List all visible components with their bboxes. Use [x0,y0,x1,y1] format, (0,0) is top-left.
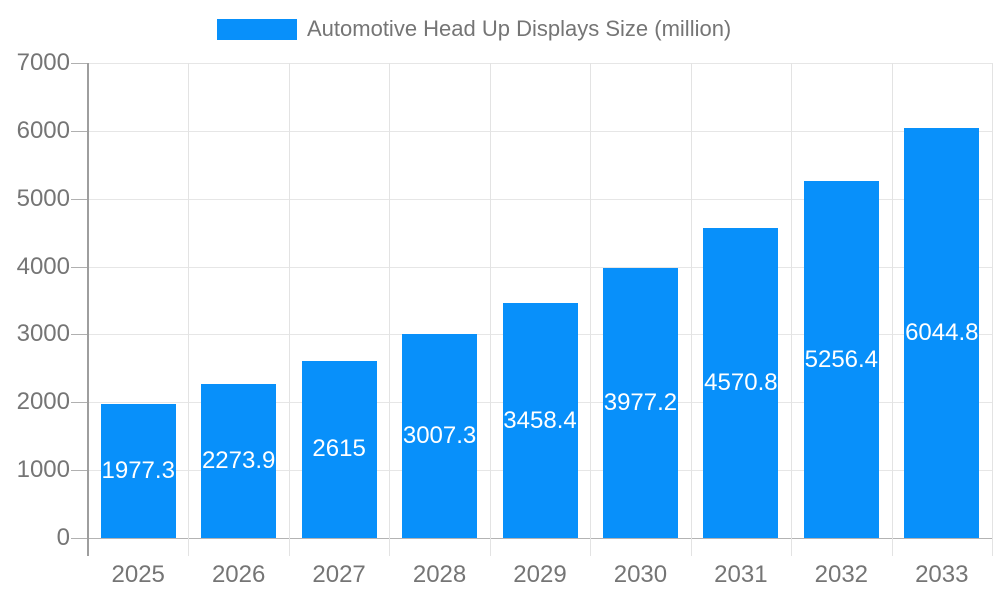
y-axis-tick [71,538,88,539]
x-gridline [590,63,592,556]
bar[interactable] [803,181,879,538]
bar-value-label: 4570.8 [704,368,778,396]
y-axis-label: 0 [56,524,70,551]
y-axis-label: 4000 [16,252,70,280]
x-axis-label: 2027 [312,561,366,588]
x-gridline [288,63,290,556]
bar-value-label: 6044.8 [905,318,979,346]
bar-value-label: 2615 [312,435,366,463]
x-gridline [690,63,692,556]
bar[interactable] [201,383,277,538]
y-axis-tick [71,63,88,64]
bar-value-label: 3458.4 [503,406,577,434]
y-axis-label: 3000 [16,320,70,348]
x-gridline [791,63,793,556]
y-gridline [88,538,992,539]
y-axis-tick [71,266,88,268]
y-axis-tick [71,402,88,404]
bar-value-label: 1977.3 [101,456,175,484]
bar[interactable] [502,303,578,538]
bar[interactable] [100,403,176,538]
bar-value-label: 3977.2 [603,389,678,417]
y-axis-label: 6000 [16,116,70,144]
bar[interactable] [402,333,478,538]
y-axis-label: 7000 [16,49,70,76]
bar[interactable] [602,268,678,538]
bar-value-label: 2273.9 [201,446,276,474]
x-axis-label: 2031 [714,561,768,588]
x-gridline [489,63,491,556]
legend-series-label: Automotive Head Up Displays Size (millio… [307,16,732,41]
bar-value-label: 5256.4 [804,345,879,373]
y-gridline [88,63,992,64]
y-axis-label: 5000 [16,184,70,212]
x-axis-label: 2029 [513,561,567,588]
x-axis-label: 2030 [613,561,668,588]
x-gridline [389,63,391,556]
y-axis-tick [71,130,88,132]
legend-swatch [217,18,297,40]
y-axis-tick [71,334,88,336]
x-axis-label: 2026 [211,561,266,588]
x-gridline [992,63,993,556]
bar-value-label: 3007.3 [402,421,477,449]
bar[interactable] [904,127,980,538]
y-gridline [88,130,992,132]
x-axis-label: 2025 [111,561,165,588]
x-gridline [188,63,190,556]
y-gridline [88,266,992,268]
x-axis-label: 2032 [814,561,869,588]
y-axis-tick [71,198,88,200]
y-axis-tick [71,470,88,472]
bar[interactable] [703,227,779,538]
bar[interactable] [301,360,377,538]
legend[interactable]: Automotive Head Up Displays Size (millio… [217,16,731,42]
x-axis-label: 2033 [915,561,969,588]
y-axis-line [87,63,89,556]
y-axis-label: 2000 [16,388,70,416]
y-gridline [88,198,992,200]
x-axis-label: 2028 [412,561,467,588]
x-gridline [891,63,893,556]
y-axis-label: 1000 [16,456,70,484]
